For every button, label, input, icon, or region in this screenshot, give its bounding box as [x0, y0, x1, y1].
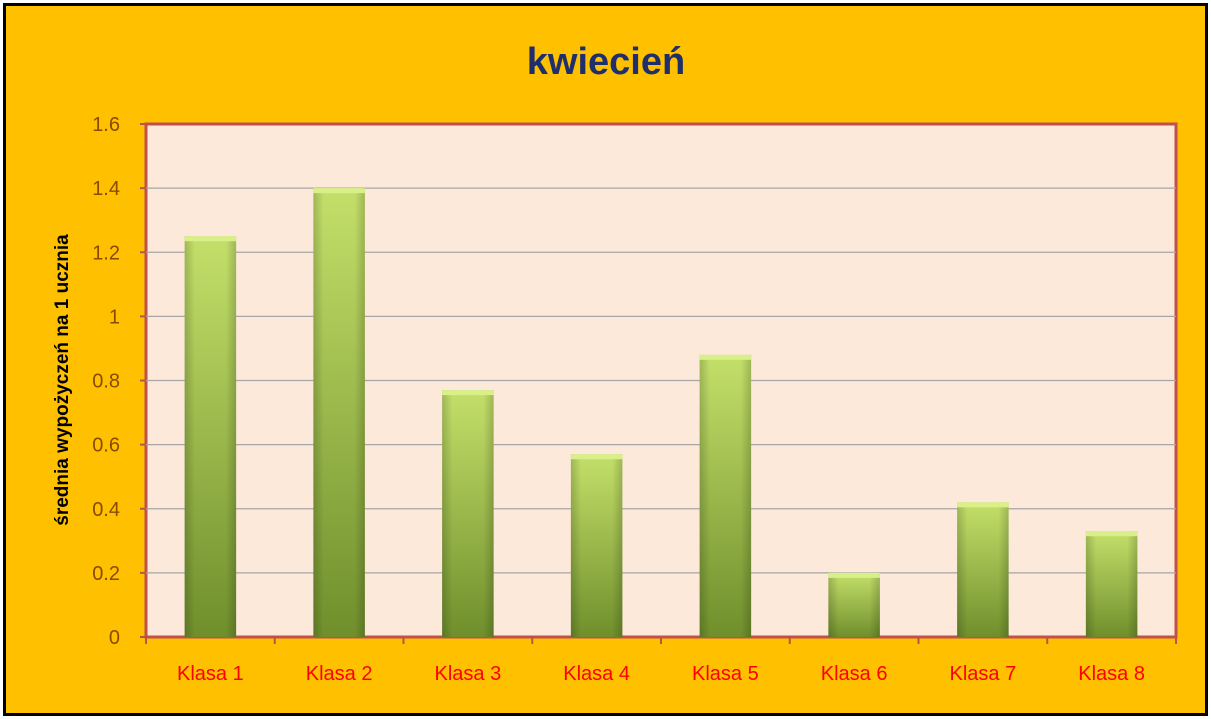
- chart-title: kwiecień: [527, 41, 685, 83]
- y-tick-label: 1.6: [92, 114, 120, 136]
- bar: [957, 502, 1009, 637]
- bar: [184, 236, 237, 637]
- x-tick-label: Klasa 8: [1078, 663, 1145, 685]
- y-axis-label: średnia wypożyczeń na 1 ucznia: [52, 234, 73, 526]
- y-tick-label: 0: [109, 627, 120, 649]
- bar: [313, 188, 365, 637]
- x-tick-label: Klasa 6: [821, 663, 888, 685]
- bar: [442, 390, 494, 637]
- x-tick-label: Klasa 2: [306, 663, 373, 685]
- x-axis-ticks: Klasa 1 Klasa 2 Klasa 3 Klasa 4 Klasa 5 Klasa…: [145, 637, 1177, 685]
- y-tick-label: 1.4: [92, 178, 120, 200]
- x-tick-label: Klasa 4: [563, 663, 630, 685]
- bar: [699, 354, 752, 637]
- y-tick-label: 0.4: [92, 499, 120, 521]
- y-axis-ticks: 0 0.2 0.4 0.6 0.8 1 1.2 1.4 1.6: [92, 114, 146, 649]
- y-tick-label: 0.8: [92, 371, 120, 393]
- x-tick-label: Klasa 3: [435, 663, 502, 685]
- x-tick-label: Klasa 1: [177, 663, 244, 685]
- bar: [828, 572, 880, 637]
- bars: [184, 188, 1138, 637]
- x-tick-label: Klasa 5: [692, 663, 759, 685]
- y-tick-label: 0.2: [92, 563, 120, 585]
- bar: [1085, 531, 1138, 637]
- y-tick-label: 0.6: [92, 435, 120, 457]
- y-tick-label: 1.2: [92, 242, 120, 264]
- x-tick-label: Klasa 7: [950, 663, 1017, 685]
- bar: [570, 454, 623, 637]
- y-tick-label: 1: [109, 306, 120, 328]
